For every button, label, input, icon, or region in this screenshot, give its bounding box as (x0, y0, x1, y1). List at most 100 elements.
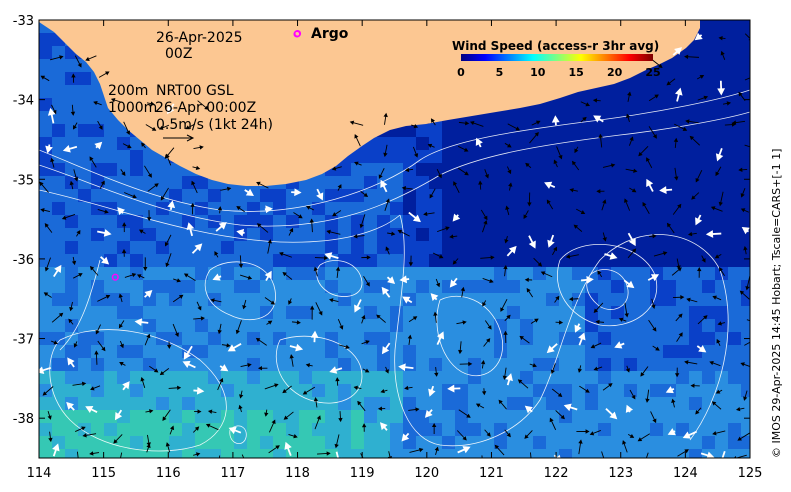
wind-cell (52, 371, 66, 385)
wind-cell (689, 371, 703, 385)
current-arrow (544, 181, 556, 189)
wind-cell (403, 124, 417, 138)
lon-tick-label: 119 (350, 466, 375, 481)
wind-cell (195, 202, 209, 216)
current-arrow (715, 148, 724, 162)
wind-cell (156, 449, 170, 458)
wind-cell (104, 423, 118, 437)
isobath-line (229, 425, 247, 444)
wind-cell (507, 254, 521, 268)
wind-cell (611, 423, 625, 437)
wind-cell (299, 332, 313, 346)
current-arrow (144, 289, 153, 298)
current-arrow (282, 271, 293, 280)
wind-cell (741, 397, 750, 411)
wind-cell (598, 85, 612, 99)
wind-cell (741, 33, 750, 47)
wind-cell (52, 241, 66, 255)
wind-cell (481, 319, 495, 333)
current-arrow (625, 365, 630, 373)
wind-cell (169, 215, 183, 229)
wind-cell (741, 254, 750, 268)
current-arrow (743, 245, 748, 255)
lon-tick-label: 124 (673, 466, 698, 481)
wind-cell (520, 280, 534, 294)
current-arrow (264, 409, 269, 417)
wind-cell (442, 254, 456, 268)
current-arrow (432, 252, 444, 259)
wind-cell (507, 228, 521, 242)
wind-cell (247, 306, 261, 320)
current-arrow (717, 80, 726, 96)
wind-cell (494, 280, 508, 294)
wind-cell (546, 189, 560, 203)
lon-tick-label: 123 (608, 466, 633, 481)
wind-cell (533, 371, 547, 385)
current-arrow (690, 383, 700, 388)
wind-cell (663, 72, 677, 86)
wind-cell (351, 293, 365, 307)
wind-cell (676, 189, 690, 203)
wind-cell (65, 189, 79, 203)
current-arrow (456, 320, 467, 325)
wind-cell (312, 202, 326, 216)
wind-cell (728, 20, 742, 34)
wind-cell (416, 267, 430, 281)
wind-cell (169, 319, 183, 333)
wind-cell (156, 397, 170, 411)
current-arrow (749, 57, 750, 59)
wind-cell (728, 46, 742, 60)
wind-cell (351, 202, 365, 216)
current-arrow (718, 191, 724, 207)
wind-cell (611, 98, 625, 112)
wind-cell (364, 410, 378, 424)
wind-cell (676, 293, 690, 307)
wind-cell (195, 215, 209, 229)
current-arrow (89, 265, 99, 276)
current-arrow (602, 383, 613, 391)
current-arrow (89, 156, 97, 168)
wind-cell (637, 189, 651, 203)
wind-cell (104, 306, 118, 320)
wind-cell (689, 85, 703, 99)
wind-cell (663, 111, 677, 125)
wind-cell (52, 176, 66, 190)
current-arrow (674, 123, 688, 131)
current-arrow (159, 368, 170, 376)
wind-cell (468, 228, 482, 242)
wind-cell (429, 423, 443, 437)
current-arrow (506, 166, 512, 175)
current-arrow (119, 340, 124, 349)
wind-cell (39, 150, 53, 164)
wind-cell (221, 397, 235, 411)
wind-cell (169, 410, 183, 424)
wind-cell (208, 293, 222, 307)
wind-cell (546, 137, 560, 151)
wind-cell (520, 215, 534, 229)
wind-cell (741, 98, 750, 112)
current-arrow (349, 120, 364, 126)
wind-cell (715, 215, 729, 229)
wind-cell (572, 371, 586, 385)
wind-cell (52, 280, 66, 294)
wind-cell (247, 228, 261, 242)
wind-cell (364, 436, 378, 450)
wind-cell (182, 306, 196, 320)
lat-tick-label: -33 (13, 14, 34, 29)
wind-cell (624, 163, 638, 177)
wind-cell (572, 228, 586, 242)
wind-cell (52, 306, 66, 320)
wind-cell (676, 371, 690, 385)
wind-cell (663, 124, 677, 138)
current-arrow (146, 101, 155, 106)
wind-cell (663, 163, 677, 177)
current-arrow (165, 253, 172, 268)
wind-cell (689, 332, 703, 346)
current-arrow (401, 185, 413, 191)
current-arrow (61, 214, 76, 220)
wind-cell (143, 241, 157, 255)
wind-cell (637, 202, 651, 216)
wind-cell (260, 423, 274, 437)
wind-cell (611, 85, 625, 99)
wind-cell (234, 436, 248, 450)
